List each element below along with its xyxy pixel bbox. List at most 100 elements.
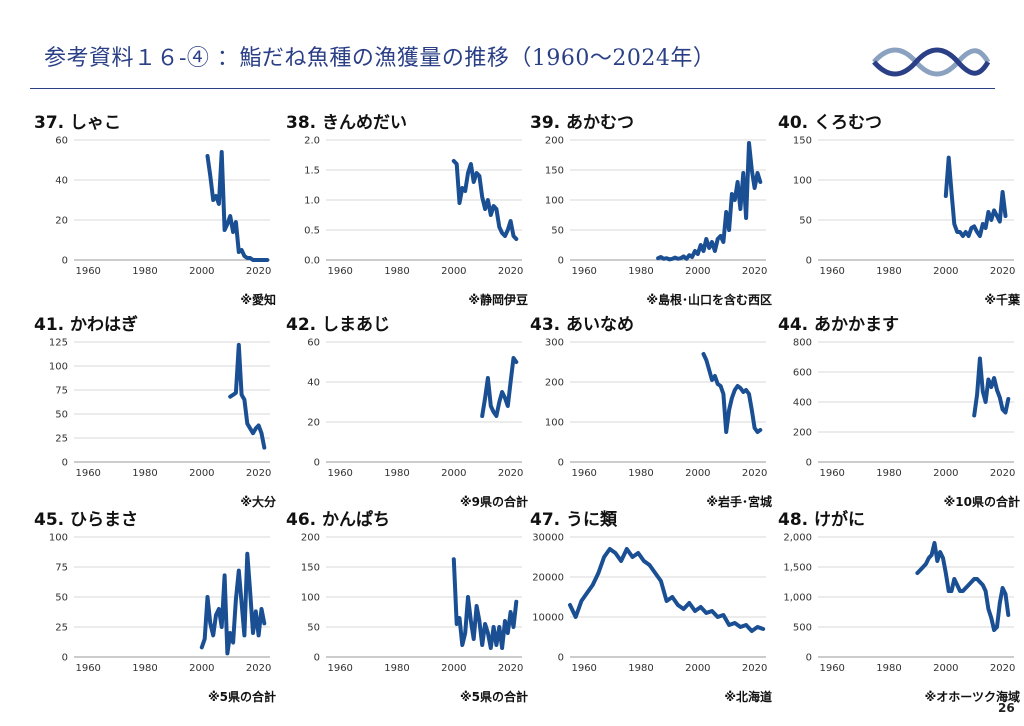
chart-plot: 0 10000 20000 30000 1960 1980 2000 2020	[532, 533, 767, 675]
y-tick-label: 25	[55, 623, 68, 634]
y-tick-label: 150	[301, 563, 320, 574]
chart-plot: 0 500 1,000 1,500 2,000 1960 1980 2000 2020	[783, 533, 1015, 675]
y-tick-label: 0.0	[304, 256, 320, 267]
x-tick-label: 2020	[246, 663, 271, 674]
y-tick-label: 30000	[532, 533, 564, 544]
y-tick-label: 500	[793, 623, 812, 634]
x-tick-label: 1960	[571, 663, 596, 674]
x-tick-label: 2020	[742, 266, 767, 277]
y-tick-label: 200	[301, 533, 320, 544]
x-tick-label: 1980	[628, 663, 653, 674]
y-tick-label: 0	[314, 458, 320, 469]
x-tick-label: 1980	[384, 266, 409, 277]
chart-plot: 0 25 50 75 100 125 1960 1980 2000 2020	[49, 338, 271, 480]
y-tick-label: 600	[793, 368, 812, 379]
x-tick-label: 1960	[75, 266, 100, 277]
y-tick-label: 100	[545, 196, 564, 207]
x-tick-label: 2020	[246, 468, 271, 479]
chart-plot: 0 20 40 60 1960 1980 2000 2020	[55, 136, 271, 278]
y-tick-label: 800	[793, 338, 812, 349]
y-tick-label: 0	[314, 653, 320, 664]
y-tick-label: 1.0	[304, 196, 320, 207]
y-tick-label: 0	[806, 458, 812, 469]
chart-panel-38: 38. きんめだい 0.0 0.5 1.0 1.5 2.0 1960 1980 2000 202…	[282, 108, 532, 308]
series-line	[205, 150, 270, 262]
chart-panel-45: 45. ひらまさ 0 25 50 75 100 1960 1980 2000 2020 ※5県の…	[30, 505, 280, 705]
x-tick-label: 1980	[132, 663, 157, 674]
y-tick-label: 1.5	[304, 166, 320, 177]
x-tick-label: 1960	[819, 663, 844, 674]
y-tick-label: 20	[55, 216, 68, 227]
chart-note: ※島根･山口を含む西区	[646, 293, 772, 307]
x-tick-label: 2000	[441, 266, 466, 277]
title-divider	[30, 88, 995, 89]
chart-title: 44. あかかます	[778, 315, 900, 335]
x-tick-label: 1980	[876, 468, 901, 479]
x-tick-label: 1960	[571, 266, 596, 277]
x-tick-label: 2020	[990, 468, 1015, 479]
x-tick-label: 1980	[132, 266, 157, 277]
x-tick-label: 1960	[327, 468, 352, 479]
chart-note: ※大分	[240, 495, 276, 509]
y-tick-label: 10000	[532, 613, 564, 624]
chart-plot: 0 50 100 150 200 1960 1980 2000 2020	[301, 533, 523, 675]
y-tick-label: 0	[806, 653, 812, 664]
chart-plot: 0 50 100 150 1960 1980 2000 2020	[793, 136, 1015, 278]
x-tick-label: 2000	[441, 663, 466, 674]
y-tick-label: 25	[55, 434, 68, 445]
logo-wave-icon	[872, 47, 990, 77]
y-tick-label: 100	[301, 593, 320, 604]
x-tick-label: 1960	[327, 663, 352, 674]
x-tick-label: 1960	[819, 468, 844, 479]
y-tick-label: 100	[49, 362, 68, 373]
series-line	[451, 557, 519, 650]
x-tick-label: 2020	[742, 663, 767, 674]
x-tick-label: 2020	[990, 266, 1015, 277]
series-line	[701, 352, 763, 434]
y-tick-label: 200	[545, 136, 564, 147]
y-tick-label: 100	[793, 176, 812, 187]
chart-panel-42: 42. しまあじ 0 20 40 60 1960 1980 2000 2020 ※9県の合計	[282, 310, 532, 510]
chart-plot: 0 100 200 300 1960 1980 2000 2020	[545, 338, 767, 480]
x-tick-label: 2020	[742, 468, 767, 479]
y-tick-label: 150	[793, 136, 812, 147]
y-tick-label: 40	[307, 378, 320, 389]
x-tick-label: 2000	[933, 266, 958, 277]
chart-note: ※10県の合計	[943, 495, 1020, 509]
y-tick-label: 20000	[532, 573, 564, 584]
y-tick-label: 100	[545, 418, 564, 429]
chart-title: 39. あかむつ	[530, 113, 635, 133]
x-tick-label: 2000	[685, 468, 710, 479]
chart-panel-40: 40. くろむつ 0 50 100 150 1960 1980 2000 2020 ※千葉	[774, 108, 1024, 308]
y-tick-label: 75	[55, 386, 68, 397]
chart-title: 38. きんめだい	[286, 113, 408, 133]
x-tick-label: 1960	[327, 266, 352, 277]
x-tick-label: 1980	[384, 663, 409, 674]
x-tick-label: 1980	[132, 468, 157, 479]
series-line	[199, 551, 267, 656]
chart-title: 41. かわはぎ	[34, 315, 139, 335]
chart-note: ※愛知	[240, 293, 276, 307]
chart-plot: 0 20 40 60 1960 1980 2000 2020	[307, 338, 523, 480]
y-tick-label: 0	[558, 256, 564, 267]
x-tick-label: 2020	[498, 468, 523, 479]
x-tick-label: 1980	[384, 468, 409, 479]
y-tick-label: 0	[558, 458, 564, 469]
chart-title: 45. ひらまさ	[34, 510, 139, 530]
chart-panel-44: 44. あかかます 0 200 400 600 800 1960 1980 2000 2020 …	[774, 310, 1024, 510]
chart-title: 43. あいなめ	[530, 315, 635, 335]
x-tick-label: 2000	[441, 468, 466, 479]
y-tick-label: 300	[545, 338, 564, 349]
series-line	[451, 159, 519, 241]
y-tick-label: 50	[551, 226, 564, 237]
y-tick-label: 2,000	[783, 533, 812, 544]
y-tick-label: 20	[307, 418, 320, 429]
y-tick-label: 200	[793, 428, 812, 439]
chart-plot: 0 50 100 150 200 1960 1980 2000 2020	[545, 136, 767, 278]
chart-panel-43: 43. あいなめ 0 100 200 300 1960 1980 2000 2020 ※岩手･…	[526, 310, 776, 510]
x-tick-label: 1980	[876, 663, 901, 674]
chart-title: 46. かんぱち	[286, 510, 391, 530]
chart-note: ※静岡伊豆	[468, 293, 528, 307]
x-tick-label: 1960	[819, 266, 844, 277]
chart-note: ※オホーツク海域	[924, 690, 1020, 704]
